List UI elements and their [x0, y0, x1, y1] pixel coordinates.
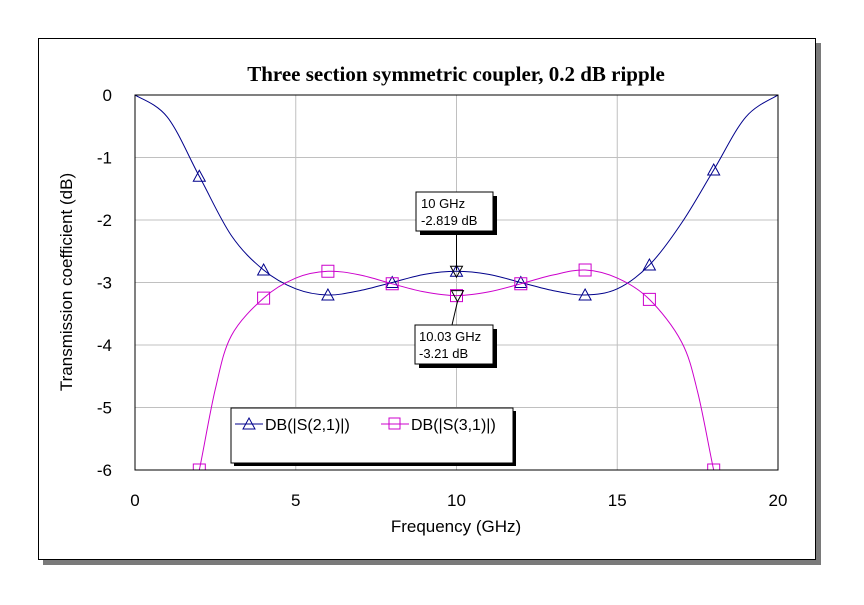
series-point-0: [385, 275, 400, 288]
series-point-1: [707, 463, 721, 470]
x-tick-label: 5: [291, 491, 300, 510]
series-line-1: [198, 269, 715, 470]
y-tick-label: -4: [97, 336, 112, 355]
marker-symbol-1: [449, 265, 464, 279]
series-point-1: [192, 463, 206, 470]
legend-label-s31: DB(|S(3,1)|): [411, 417, 496, 434]
chart-title: Three section symmetric coupler, 0.2 dB …: [247, 62, 665, 86]
marker-freq-2: 10.03 GHz: [419, 329, 481, 344]
x-tick-label: 20: [769, 491, 788, 510]
legend: DB(|S(2,1)|) DB(|S(3,1)|): [230, 407, 516, 466]
marker-value-1: -2.819 dB: [421, 213, 477, 228]
y-tick-label: 0: [103, 86, 112, 105]
tick-labels: 0 5 10 15 20 0 -1 -2 -3 -4 -5 -6: [97, 86, 788, 510]
x-tick-label: 10: [447, 491, 466, 510]
series-layer: [135, 95, 778, 470]
series-point-0: [192, 169, 207, 182]
series-point-0: [706, 162, 721, 176]
legend-marker-s21: [242, 416, 256, 430]
legend-label-s21: DB(|S(2,1)|): [265, 417, 350, 434]
series-point-0: [513, 275, 528, 288]
plot-border: [134, 94, 779, 471]
x-tick-label: 0: [130, 491, 139, 510]
series-point-0: [256, 262, 271, 276]
series-point-0: [578, 287, 592, 301]
marker-box-1: [415, 191, 494, 232]
marker-box-2: [414, 324, 494, 365]
legend-marker-s31: [388, 417, 401, 430]
x-axis-label: Frequency (GHz): [391, 517, 521, 536]
marker-layer: 10 GHz -2.819 dB 10.03 GHz -3.21 dB: [414, 191, 497, 368]
y-tick-label: -6: [97, 461, 112, 480]
series-point-1: [450, 289, 463, 303]
series-point-0: [321, 287, 335, 301]
y-tick-label: -2: [97, 211, 112, 230]
marker-value-2: -3.21 dB: [419, 346, 468, 361]
series-point-1: [514, 277, 528, 291]
marker-freq-1: 10 GHz: [421, 196, 465, 211]
series-point-0: [642, 257, 657, 271]
x-tick-label: 15: [608, 491, 627, 510]
series-point-1: [321, 264, 335, 278]
series-point-1: [642, 292, 656, 306]
series-point-1: [578, 263, 592, 277]
y-axis-label: Transmission coefficient (dB): [57, 173, 76, 391]
series-point-1: [385, 277, 399, 291]
y-tick-label: -1: [97, 149, 112, 168]
series-line-0: [135, 95, 778, 296]
y-tick-label: -5: [97, 399, 112, 418]
legend-box: [230, 407, 514, 464]
series-point-1: [257, 291, 271, 305]
marker-leader-2: [451, 301, 458, 326]
marker-symbol-2: [450, 290, 465, 303]
y-tick-label: -3: [97, 274, 112, 293]
